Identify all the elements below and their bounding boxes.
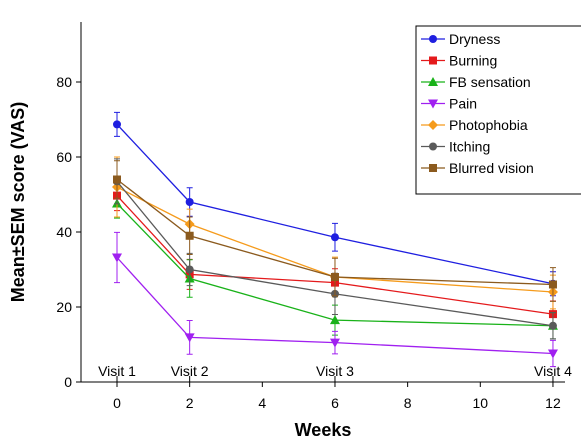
series-line [116, 123, 554, 285]
legend-label: Photophobia [449, 117, 528, 133]
data-point [113, 120, 121, 129]
data-point [185, 198, 194, 206]
visit-label: Visit 2 [171, 363, 209, 379]
legend-marker [429, 142, 437, 151]
legend-item: Burning [421, 53, 497, 69]
y-tick-label: 0 [64, 374, 72, 390]
series-line [116, 195, 554, 315]
x-tick-label: 2 [186, 395, 194, 411]
legend-item: Photophobia [421, 117, 528, 133]
y-tick-label: 20 [56, 299, 72, 315]
legend-box [415, 25, 581, 195]
data-point [548, 280, 557, 289]
legend-marker [428, 99, 438, 109]
legend-label: Pain [449, 96, 477, 112]
series-line [116, 180, 554, 327]
x-tick-label: 6 [331, 395, 339, 411]
data-point [112, 253, 122, 263]
legend-item: Dryness [421, 31, 500, 47]
y-tick-label: 80 [56, 74, 72, 90]
data-point [184, 333, 195, 343]
chart-legend: Dryness Burning FB sensation Pain Photophobi… [415, 25, 581, 195]
data-point [330, 233, 339, 242]
legend-label: Blurred vision [449, 160, 534, 176]
y-tick-label: 60 [56, 149, 72, 165]
series-pain [112, 231, 558, 368]
x-tick-label: 10 [473, 395, 489, 411]
legend-item: Pain [421, 96, 477, 112]
series-blurred-vision [113, 160, 557, 302]
series-line [116, 178, 553, 286]
x-tick-label: 12 [545, 395, 561, 411]
x-tick-label: 0 [113, 395, 121, 411]
legend-marker [428, 77, 438, 86]
legend-label: Burning [449, 53, 497, 69]
legend-marker [429, 35, 437, 43]
data-point [185, 265, 194, 274]
x-tick-label: 8 [404, 395, 412, 411]
y-tick-label: 40 [56, 224, 72, 240]
data-point [329, 338, 340, 348]
visit-label: Visit 4 [534, 363, 572, 379]
legend-label: Itching [449, 139, 490, 155]
legend-item: Blurred vision [421, 160, 534, 176]
data-point [330, 273, 339, 281]
legend-marker [429, 56, 437, 65]
legend-item: Itching [421, 139, 490, 155]
series-line [116, 257, 553, 355]
y-axis-title: Mean±SEM score (VAS) [8, 102, 28, 303]
data-point [547, 349, 558, 359]
legend-item: FB sensation [421, 74, 531, 90]
series-line [116, 203, 553, 327]
x-axis-title: Weeks [295, 420, 352, 440]
legend-marker [428, 120, 438, 130]
visit-labels: Visit 1 Visit 2 Visit 3 Visit 4 [98, 363, 572, 382]
series-layer [112, 111, 558, 368]
data-point [185, 231, 194, 240]
x-tick-label: 4 [258, 395, 266, 411]
axis-ticks: 0 20 40 60 80 0 2 4 6 8 10 12 [56, 74, 561, 411]
legend-label: Dryness [449, 31, 500, 47]
data-point [548, 321, 557, 330]
series-line [116, 186, 554, 293]
data-point [113, 175, 121, 184]
visit-label: Visit 3 [316, 363, 354, 379]
visit-label: Visit 1 [98, 363, 136, 379]
data-point [329, 315, 340, 325]
legend-label: FB sensation [449, 74, 531, 90]
legend-marker [429, 164, 437, 172]
